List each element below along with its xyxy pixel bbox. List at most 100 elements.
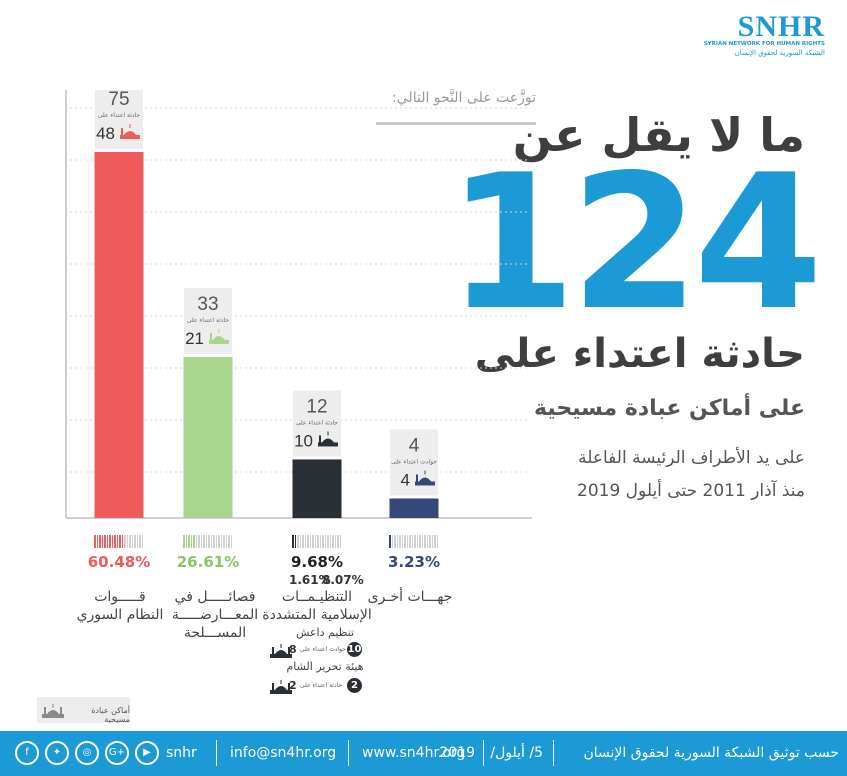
- meter-segment: [324, 535, 326, 548]
- meter-segment: [406, 535, 408, 548]
- mosque-icon: [120, 124, 140, 139]
- bar-secondary-value: 10: [294, 431, 313, 450]
- meter-segment: [411, 535, 413, 548]
- meter-segment: [329, 535, 331, 548]
- meter-segment: [228, 535, 230, 548]
- bar-chart: 75 حادثة اعتداء على 48 33 حادثة اعتداء على 21…: [65, 90, 532, 519]
- percentage-label-other: 3.23%: [387, 553, 441, 571]
- mosque-icon: [318, 431, 338, 447]
- worship-place-icon: [42, 703, 64, 722]
- meter-segment: [409, 535, 411, 548]
- percentage-label-opposition: 26.61%: [176, 553, 240, 571]
- value-chip-other: 4 حوادث اعتداء على 4: [390, 429, 438, 496]
- breakdown-org2-count: 2: [289, 679, 297, 692]
- breakdown-org1-badge: 10: [347, 642, 362, 657]
- value-chip-extremist: 12 حادثة اعتداء على 10: [293, 390, 341, 457]
- breakdown-org2-row: 2 حادثة اعتداء على 2: [270, 678, 365, 694]
- meter-extremist: [292, 533, 342, 548]
- google-plus-icon[interactable]: G+: [105, 741, 129, 765]
- meter-segment: [299, 535, 301, 548]
- meter-segment: [106, 535, 108, 548]
- meter-segment: [391, 535, 393, 548]
- meter-segment: [205, 535, 207, 548]
- breakdown-org1-count: 8: [289, 643, 297, 656]
- twitter-icon[interactable]: ✦: [45, 741, 69, 765]
- footer-divider: [483, 740, 484, 766]
- meter-segment: [198, 535, 200, 548]
- mosque-icon: [415, 470, 435, 486]
- bar-caption-label: حادثة اعتداء على: [98, 112, 140, 119]
- meter-segment: [208, 535, 210, 548]
- meter-segment: [436, 535, 438, 548]
- category-label-extremist: التنظيـمــات الإسلامية المتشددة: [262, 588, 372, 624]
- category-label-opposition-line3: المســـلحة: [183, 625, 247, 642]
- bar-value-label: 33: [197, 294, 218, 315]
- value-chip-regime: 75 حادثة اعتداء على 48: [95, 90, 143, 149]
- percentage-label-extremist: 9.68%: [290, 553, 344, 571]
- meter-segment: [339, 535, 341, 548]
- footer-email[interactable]: info@sn4hr.org: [230, 745, 337, 761]
- meter-segment: [312, 535, 314, 548]
- meter-segment: [126, 535, 128, 548]
- meter-segment: [99, 535, 101, 548]
- footer: حسب توثيق الشبكة السورية لحقوق الإنسان 5…: [0, 731, 847, 776]
- meter-segment: [129, 535, 131, 548]
- meter-segment: [131, 535, 133, 548]
- breakdown-pct-left: 1.61%: [289, 573, 331, 587]
- footer-divider: [216, 740, 217, 766]
- breakdown-pct-right: 8.07%: [322, 573, 364, 587]
- bar-secondary-value: 21: [185, 329, 204, 348]
- meter-segment: [396, 535, 398, 548]
- meter-segment: [322, 535, 324, 548]
- meter-segment: [319, 535, 321, 548]
- footer-source: حسب توثيق الشبكة السورية لحقوق الإنسان: [583, 745, 840, 761]
- meter-segment: [218, 535, 220, 548]
- headline-number: 124: [446, 134, 823, 351]
- meter-segment: [431, 535, 433, 548]
- meter-segment: [190, 535, 192, 548]
- bar-opposition: [183, 356, 233, 518]
- bar-caption-label: حوادث اعتداء على: [391, 458, 437, 465]
- youtube-icon[interactable]: ▶: [135, 741, 159, 765]
- bar-other: [389, 498, 439, 518]
- meter-segment: [292, 535, 294, 548]
- meter-segment: [210, 535, 212, 548]
- footer-date-part1: 5/ أيلول/: [490, 745, 543, 761]
- meter-segment: [389, 535, 391, 548]
- meter-segment: [302, 535, 304, 548]
- meter-segment: [230, 535, 232, 548]
- category-label-opposition-line2: المعـــارضـــــة: [171, 607, 259, 624]
- bar-caption-label: حادثة اعتداء على: [296, 419, 338, 426]
- bar-value-label: 4: [409, 435, 420, 456]
- headline-line1: ما لا يقل عن: [512, 108, 805, 162]
- meter-segment: [213, 535, 215, 548]
- meter-segment: [416, 535, 418, 548]
- meter-segment: [200, 535, 202, 548]
- meter-segment: [124, 535, 126, 548]
- category-label-regime-line2: النظام السوري: [76, 607, 164, 624]
- meter-segment: [424, 535, 426, 548]
- bar-value-label: 12: [306, 396, 327, 417]
- breakdown-org2-caption: حادثة اعتداء على: [300, 682, 343, 689]
- category-label-extremist-line2: الإسلامية المتشددة: [262, 607, 372, 624]
- value-chip-opposition: 33 حادثة اعتداء على 21: [184, 287, 232, 354]
- footer-divider: [553, 740, 554, 766]
- footer-website[interactable]: www.sn4hr.org: [362, 745, 466, 761]
- meter-segment: [429, 535, 431, 548]
- meter-segment: [334, 535, 336, 548]
- instagram-icon[interactable]: ◎: [75, 741, 99, 765]
- meter-segment: [109, 535, 111, 548]
- category-label-opposition-line1: فصائـــــل في: [174, 589, 256, 605]
- bar-secondary-value: 48: [96, 124, 115, 143]
- meter-segment: [193, 535, 195, 548]
- distribution-underline: [376, 122, 536, 125]
- value-chip-bg: [95, 90, 143, 149]
- distribution-label: توزَّعت على النَّحو التالي:: [392, 90, 536, 106]
- meter-segment: [426, 535, 428, 548]
- facebook-icon[interactable]: f: [15, 741, 39, 765]
- meter-segment: [104, 535, 106, 548]
- meter-segment: [294, 535, 296, 548]
- meter-segment: [401, 535, 403, 548]
- meter-segment: [220, 535, 222, 548]
- logo-english-tagline: SYRIAN NETWORK FOR HUMAN RIGHTS: [703, 41, 825, 47]
